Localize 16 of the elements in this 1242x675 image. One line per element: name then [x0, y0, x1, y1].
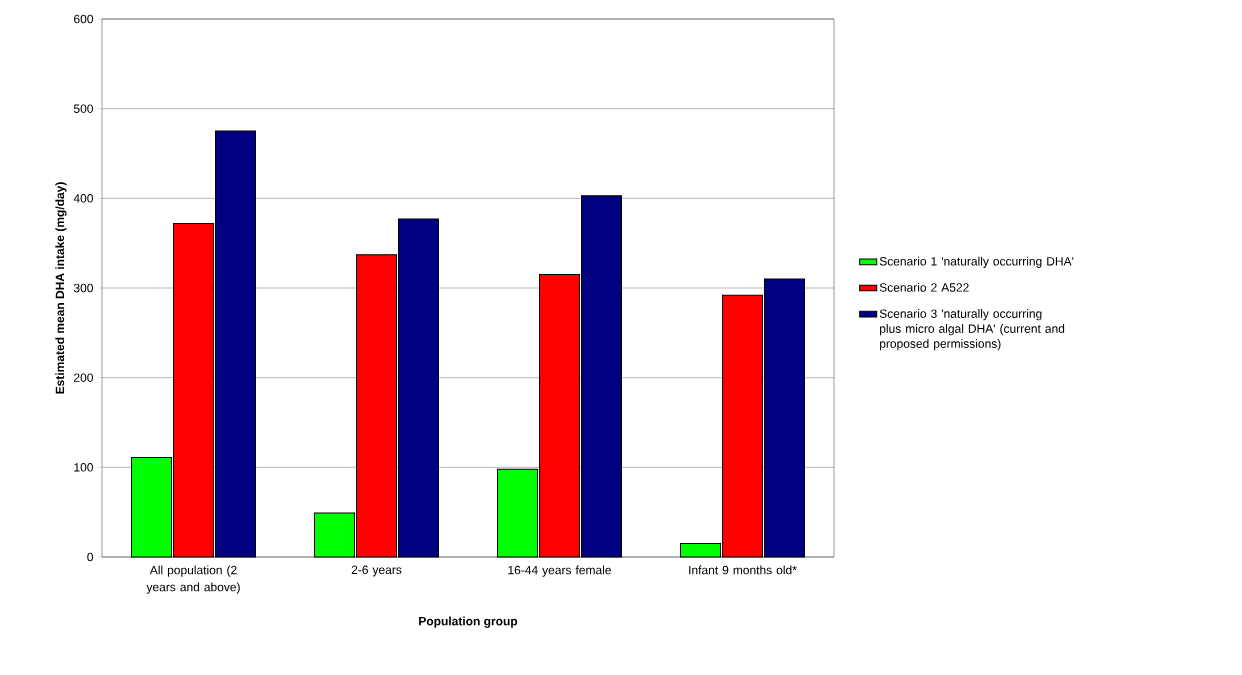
x-tick-label: 2-6 years [351, 565, 402, 577]
legend-label: Scenario 3 'naturally occurring plus micro algal DHA' (current and proposed permissions) [879, 309, 1065, 351]
y-tick-label: 200 [74, 373, 93, 382]
x-tick-label: Infant 9 months old* [689, 565, 797, 575]
legend-label: Scenario 2 A522 [879, 282, 969, 292]
y-tick-label: 600 [74, 14, 93, 24]
y-tick-label: 300 [73, 283, 93, 293]
y-tick-label: 400 [73, 194, 93, 203]
y-axis-title: Estimated mean DHA intake (mg/day) [55, 182, 67, 394]
x-tick-label: All population (2 years and above) [146, 565, 240, 594]
x-tick-label: 16-44 years female [508, 565, 611, 577]
y-tick-label: 0 [87, 552, 94, 562]
legend-label: Scenario 1 'naturally occurring DHA' [879, 256, 1074, 268]
y-tick-label: 100 [74, 463, 93, 472]
y-tick-label: 500 [73, 104, 93, 113]
x-axis-title: Population group [419, 616, 518, 628]
